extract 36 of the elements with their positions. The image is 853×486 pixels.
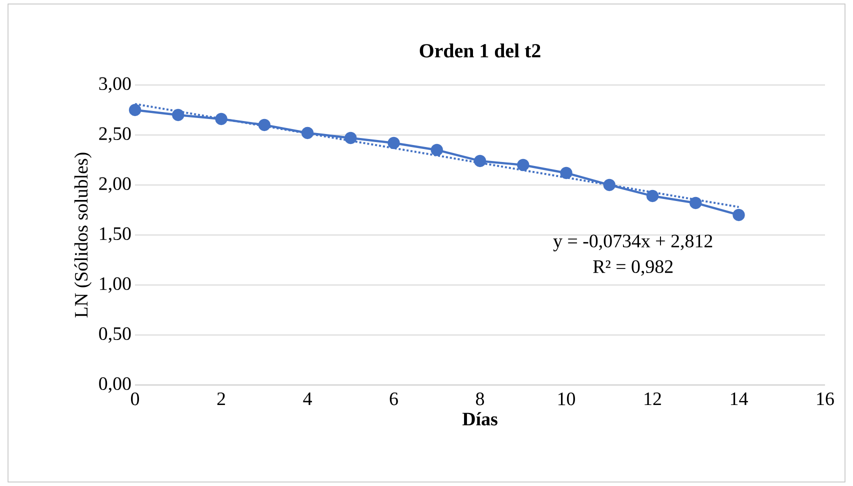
point (690, 196, 702, 210)
x-tick-label: 14 (730, 392, 748, 405)
point (430, 144, 443, 156)
x-tick-label: 8 (476, 392, 484, 406)
y-tick-label: 2,50 (99, 127, 131, 143)
annotation: R² = 0,982 (593, 260, 673, 276)
x-tick-label: 4 (303, 392, 312, 405)
x-tick-label: 2 (217, 392, 225, 406)
x-axis-title: Días (462, 412, 498, 426)
point (215, 112, 228, 126)
x-tick-label: 10 (558, 392, 575, 406)
point (474, 154, 486, 168)
y-tick-label: 0,00 (99, 377, 131, 393)
y-tick-label: 3,00 (99, 77, 131, 93)
x-tick-label: 12 (644, 392, 661, 406)
x-tick-label: 6 (390, 392, 398, 406)
point (560, 166, 572, 180)
point (128, 104, 142, 116)
point (517, 158, 530, 172)
point (732, 208, 745, 222)
y-tick-label: 2,00 (99, 177, 131, 193)
y-tick-label: 0,50 (99, 327, 131, 343)
y-axis-title: LN (Sólidos solubles) (74, 152, 92, 318)
point (603, 178, 616, 192)
point (172, 108, 184, 122)
y-tick-label: 1,50 (100, 227, 131, 243)
point (258, 118, 270, 132)
point (344, 132, 357, 144)
annotation: y = -0,0734x + 2,812 (553, 234, 712, 252)
point (301, 126, 314, 140)
point (646, 190, 659, 202)
point (388, 136, 400, 150)
x-tick-label: 16 (817, 392, 834, 406)
x-tick-label: 0 (130, 392, 140, 406)
y-tick-label: 1,00 (100, 277, 131, 293)
chart-title: Orden 1 del t2 (420, 43, 540, 58)
